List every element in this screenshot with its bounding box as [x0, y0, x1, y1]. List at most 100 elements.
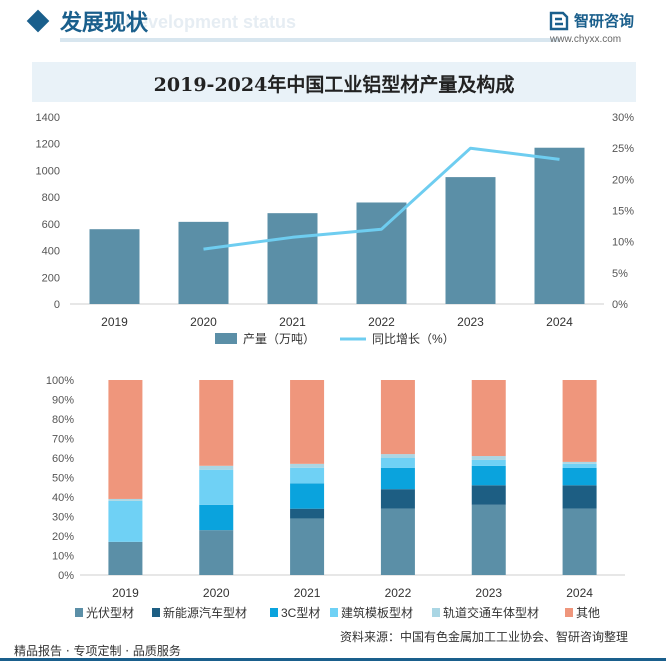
stacked-segment [562, 467, 597, 486]
stacked-segment [290, 483, 325, 509]
y-right-tick-label: 15% [612, 206, 634, 218]
x-tick-label: 2020 [203, 586, 230, 600]
stacked-segment [199, 469, 234, 505]
x-tick-label: 2023 [475, 586, 502, 600]
legend-swatch [330, 608, 338, 617]
footer-tagline: 精品报告 · 专项定制 · 品质服务 [14, 644, 181, 658]
y-left-tick-label: 1000 [36, 165, 60, 177]
y-right-tick-label: 25% [612, 143, 634, 155]
legend-label-growth: 同比增长（%） [372, 332, 455, 346]
y-tick-label: 20% [52, 531, 74, 543]
production-bar [267, 213, 318, 304]
stacked-segment [290, 380, 325, 464]
brand-logo[interactable]: 智研咨询 www.chyxx.com [548, 6, 644, 46]
legend-label: 光伏型材 [86, 606, 134, 620]
chart-title-band: 2019-2024年中国工业铝型材产量及构成 [32, 62, 636, 102]
production-bar [534, 147, 585, 304]
stacked-segment [471, 504, 506, 575]
legend-label: 新能源汽车型材 [163, 605, 247, 620]
legend-swatch [565, 608, 573, 617]
footer-divider [0, 658, 666, 661]
y-left-tick-label: 1200 [36, 139, 60, 151]
x-tick-label: 2020 [190, 315, 217, 329]
stacked-segment [380, 380, 415, 455]
y-tick-label: 100% [46, 375, 74, 387]
section-title: 发展现状 [60, 10, 149, 36]
legend-label: 其他 [576, 606, 600, 620]
stacked-segment [108, 498, 143, 501]
y-right-tick-label: 5% [612, 268, 628, 280]
x-tick-label: 2024 [566, 586, 593, 600]
growth-rate-line [203, 146, 560, 251]
stacked-segment [108, 541, 143, 575]
y-tick-label: 40% [52, 492, 74, 504]
y-right-tick-label: 10% [612, 237, 634, 249]
composition-chart: 0% 10% 20% 30% 40% 50% 60% 70% 80% 90% 100% 2019 202… [46, 375, 625, 620]
y-tick-label: 80% [52, 414, 74, 426]
stacked-segment [471, 380, 506, 457]
stacked-segment [290, 463, 325, 468]
legend-swatch-production [215, 333, 237, 344]
y-tick-label: 70% [52, 434, 74, 446]
stacked-segment [108, 380, 143, 499]
stacked-segment [199, 530, 234, 575]
y-tick-label: 50% [52, 473, 74, 485]
y-left-tick-label: 400 [42, 246, 60, 258]
stacked-segment [199, 465, 234, 470]
legend-label: 3C型材 [281, 606, 320, 620]
stacked-segment [380, 489, 415, 509]
x-tick-label: 2024 [546, 315, 573, 329]
y-tick-label: 10% [52, 551, 74, 563]
y-left-tick-label: 1400 [36, 112, 60, 124]
diamond-icon [26, 9, 50, 33]
production-bar [445, 177, 496, 304]
header-subtitle-en: Development status [125, 12, 297, 32]
x-tick-label: 2021 [294, 586, 321, 600]
stacked-segment [562, 380, 597, 462]
stacked-segment [562, 485, 597, 509]
legend-swatch [75, 608, 83, 617]
x-tick-label: 2021 [279, 315, 306, 329]
y-tick-label: 0% [58, 570, 74, 582]
y-left-tick-label: 600 [42, 219, 60, 231]
stacked-segment [199, 380, 234, 466]
stacked-segment [380, 454, 415, 458]
stacked-segment [380, 458, 415, 468]
y-left-tick-label: 0 [54, 299, 60, 311]
x-tick-label: 2022 [385, 586, 412, 600]
y-right-tick-label: 0% [612, 299, 628, 311]
stacked-segment [471, 459, 506, 466]
y-tick-label: 30% [52, 512, 74, 524]
page-header: Development status 发展现状 智研咨询 www.chyxx.c… [0, 0, 666, 46]
x-tick-label: 2022 [368, 315, 395, 329]
source-note: 资料来源：中国有色金属加工工业协会、智研咨询整理 [340, 630, 629, 644]
x-tick-label: 2023 [457, 315, 484, 329]
stacked-segment [562, 463, 597, 468]
production-bar [356, 202, 407, 304]
stacked-segment [290, 518, 325, 575]
production-chart: 0 200 400 600 800 1000 1200 1400 0% 5% 10% 15% 20% 25… [36, 112, 635, 346]
chart-title: 2019-2024年中国工业铝型材产量及构成 [153, 74, 515, 96]
stacked-segment [199, 504, 234, 531]
legend-swatch [270, 608, 278, 617]
stacked-segment [290, 508, 325, 519]
y-tick-label: 60% [52, 453, 74, 465]
stacked-segment [108, 500, 143, 542]
stacked-segment [290, 467, 325, 484]
stacked-segment [380, 508, 415, 575]
logo-icon [549, 11, 569, 31]
legend-swatch [152, 608, 160, 617]
x-tick-label: 2019 [112, 586, 139, 600]
legend-swatch [432, 608, 440, 617]
stacked-segment [562, 461, 597, 464]
production-bar [178, 221, 229, 304]
y-left-tick-label: 800 [42, 192, 60, 204]
legend-label: 建筑模板型材 [341, 605, 413, 620]
header-divider [60, 38, 560, 42]
y-left-tick-label: 200 [42, 272, 60, 284]
stacked-segment [471, 456, 506, 460]
stacked-segment [562, 508, 597, 575]
y-tick-label: 90% [52, 395, 74, 407]
stacked-segment [471, 465, 506, 486]
logo-url: www.chyxx.com [550, 34, 622, 45]
